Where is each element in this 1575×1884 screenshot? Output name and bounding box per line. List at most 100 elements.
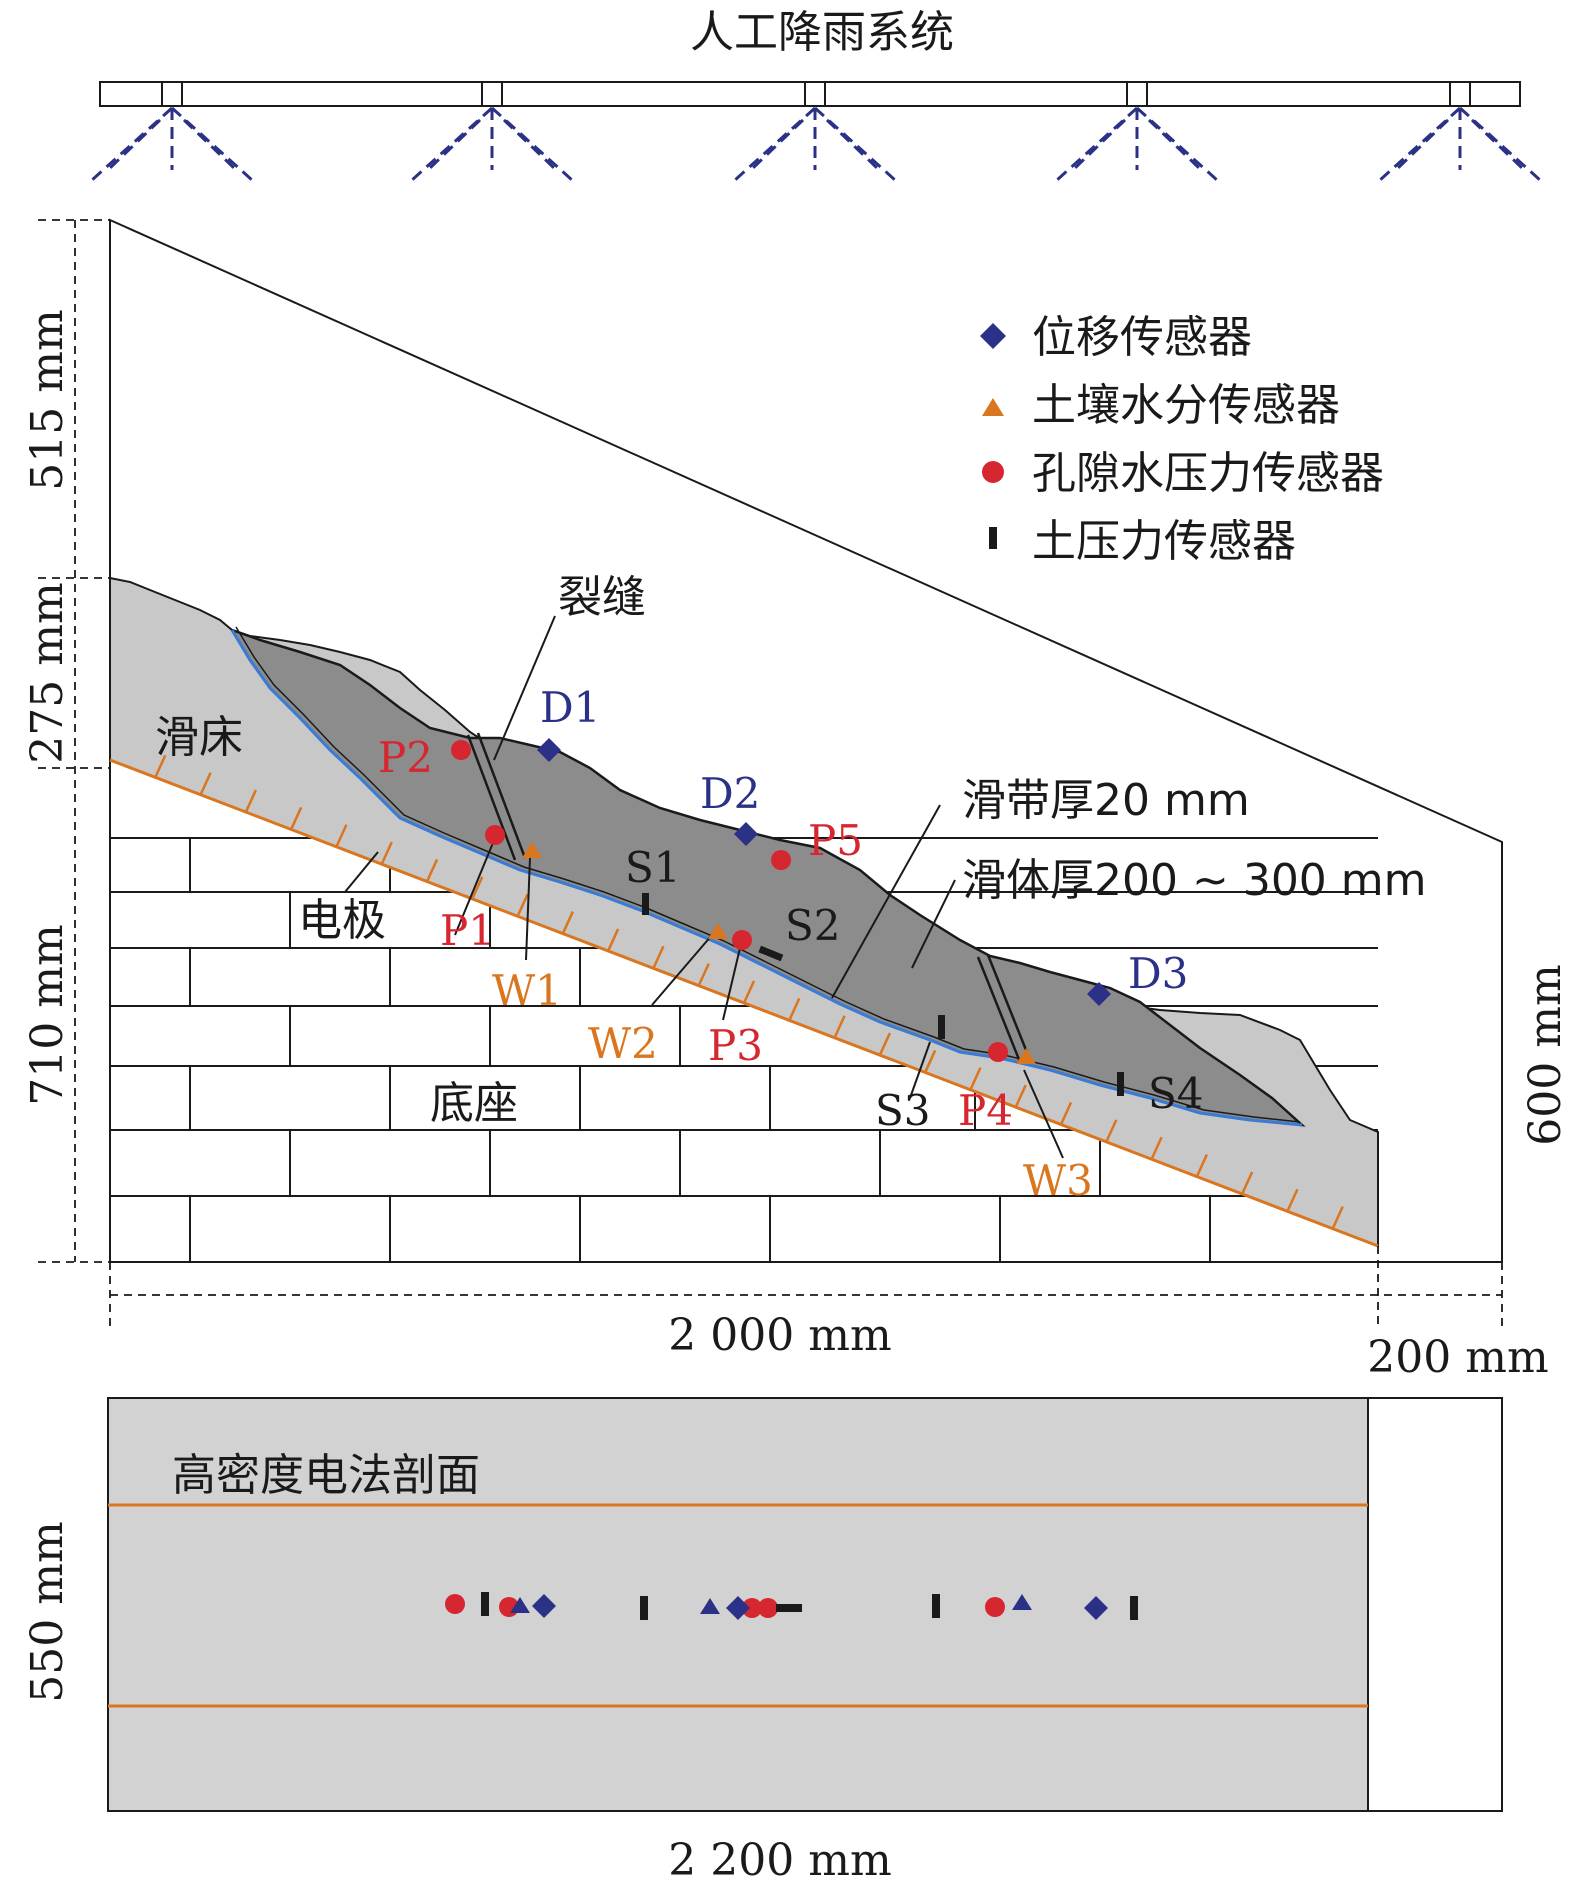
circle-icon <box>771 850 791 870</box>
triangle-icon <box>982 398 1004 416</box>
circle-icon <box>742 1598 762 1618</box>
label-w3: W3 <box>1023 1156 1093 1205</box>
electrode-tick <box>1059 1101 1073 1126</box>
triangle-icon <box>522 842 542 858</box>
plan-title: 高密度电法剖面 <box>172 1450 480 1501</box>
label-s4: S4 <box>1148 1069 1204 1118</box>
rainfall-title: 人工降雨系统 <box>690 7 954 58</box>
electrode-tick <box>742 980 756 1004</box>
bar-icon <box>1130 1596 1138 1620</box>
nozzle-head <box>161 81 183 107</box>
bar-icon <box>776 1604 802 1612</box>
dim-2000: 2 000 mm <box>668 1310 891 1361</box>
bar-icon <box>938 1015 945 1039</box>
electrode-tick <box>290 806 303 830</box>
electrode-tick <box>1105 1119 1118 1143</box>
label-d2: D2 <box>700 769 760 818</box>
diamond-icon <box>532 1594 556 1618</box>
nozzle-spray <box>1458 106 1542 182</box>
circle-icon <box>758 1598 778 1618</box>
crack-1a <box>466 734 517 861</box>
triangle-icon <box>1016 1048 1036 1064</box>
nozzle-spray <box>108 118 162 170</box>
diamond-icon <box>1087 982 1111 1006</box>
nozzle-spray <box>90 106 174 182</box>
electrode-tick <box>1014 1084 1027 1108</box>
electrode-tick <box>425 858 439 883</box>
circle-icon <box>732 930 752 950</box>
nozzle-group <box>90 81 1542 182</box>
electrode-tick <box>244 789 257 813</box>
electrode-tick <box>652 945 665 969</box>
dim-710: 710 mm <box>22 924 73 1105</box>
dim-515: 515 mm <box>22 309 73 490</box>
electrode-tick <box>878 1032 891 1056</box>
bar-icon <box>481 1592 489 1616</box>
leader-w2 <box>651 934 713 1006</box>
circle-icon <box>485 825 505 845</box>
diamond-icon <box>734 822 758 846</box>
nozzle-spray <box>1135 106 1219 182</box>
nozzle-spray <box>1147 118 1201 170</box>
crack-lines <box>466 732 1032 1063</box>
leader-w1 <box>525 857 531 961</box>
diamond-icon <box>537 738 561 762</box>
nozzle-spray <box>182 118 236 170</box>
label-s2: S2 <box>785 901 841 950</box>
crack-2b <box>986 954 1032 1061</box>
electrode-tick <box>1150 1136 1163 1160</box>
leader-slipzone <box>831 804 941 999</box>
electrode-tick <box>380 841 393 865</box>
dim-2200: 2 200 mm <box>668 1835 891 1884</box>
nozzle-spray <box>1073 118 1127 170</box>
triangle-icon <box>708 923 728 939</box>
region-labels: 裂缝 滑床 电极 底座 滑带厚20 mm 滑体厚200 ~ 300 mm <box>155 572 1427 1129</box>
electrode-tick <box>1195 1154 1208 1178</box>
bar-icon <box>1117 1072 1124 1096</box>
side-section: D1 D2 D3 P2 P1 P5 P3 P4 W1 W2 W3 S1 S2 S… <box>109 218 1503 1263</box>
label-d1: D1 <box>540 683 600 732</box>
diamond-icon <box>980 323 1006 349</box>
circle-icon <box>445 1594 465 1614</box>
bar-icon <box>932 1594 940 1618</box>
crack-2a <box>976 956 1022 1063</box>
leader-lines <box>344 615 1064 1159</box>
plan-sensors <box>445 1592 1138 1620</box>
dim-600: 600 mm <box>1520 964 1571 1145</box>
dim-550: 550 mm <box>22 1521 73 1702</box>
electrode-tick <box>516 893 529 917</box>
nozzle-spray <box>1470 118 1524 170</box>
bar-icon <box>642 893 649 915</box>
label-electrode: 电极 <box>298 895 386 946</box>
label-d3: D3 <box>1128 949 1188 998</box>
label-p4: P4 <box>958 1086 1013 1135</box>
label-crack: 裂缝 <box>558 572 646 623</box>
bar-icon <box>989 527 997 549</box>
sensor-labels: D1 D2 D3 P2 P1 P5 P3 P4 W1 W2 W3 S1 S2 S… <box>378 683 1204 1205</box>
electrode-tick <box>969 1067 982 1091</box>
sensor-markers <box>451 738 1124 1096</box>
plan-view: 高密度电法剖面 550 mm 2 200 mm <box>22 1397 1503 1884</box>
circle-icon <box>985 1597 1005 1617</box>
label-slidebody: 滑体厚200 ~ 300 mm <box>962 855 1427 906</box>
bar-icon <box>758 945 784 962</box>
electrode-tick <box>471 876 484 900</box>
label-s1: S1 <box>625 843 681 892</box>
circle-icon <box>982 461 1004 483</box>
label-p3: P3 <box>708 1021 763 1070</box>
legend-label-moisture: 土壤水分传感器 <box>1032 380 1340 431</box>
bar-icon <box>640 1596 648 1620</box>
dim-200: 200 mm <box>1367 1332 1548 1383</box>
crack-1b <box>476 732 527 859</box>
label-w1: W1 <box>492 966 562 1015</box>
electrode-tick <box>607 928 620 952</box>
label-p2: P2 <box>378 733 433 782</box>
diamond-icon <box>726 1596 750 1620</box>
circle-icon <box>451 740 471 760</box>
nozzle-spray <box>1378 106 1462 182</box>
triangle-icon <box>700 1598 720 1614</box>
nozzle-spray <box>733 106 817 182</box>
leader-electrode <box>344 851 379 893</box>
leader-w3 <box>1023 1069 1064 1159</box>
